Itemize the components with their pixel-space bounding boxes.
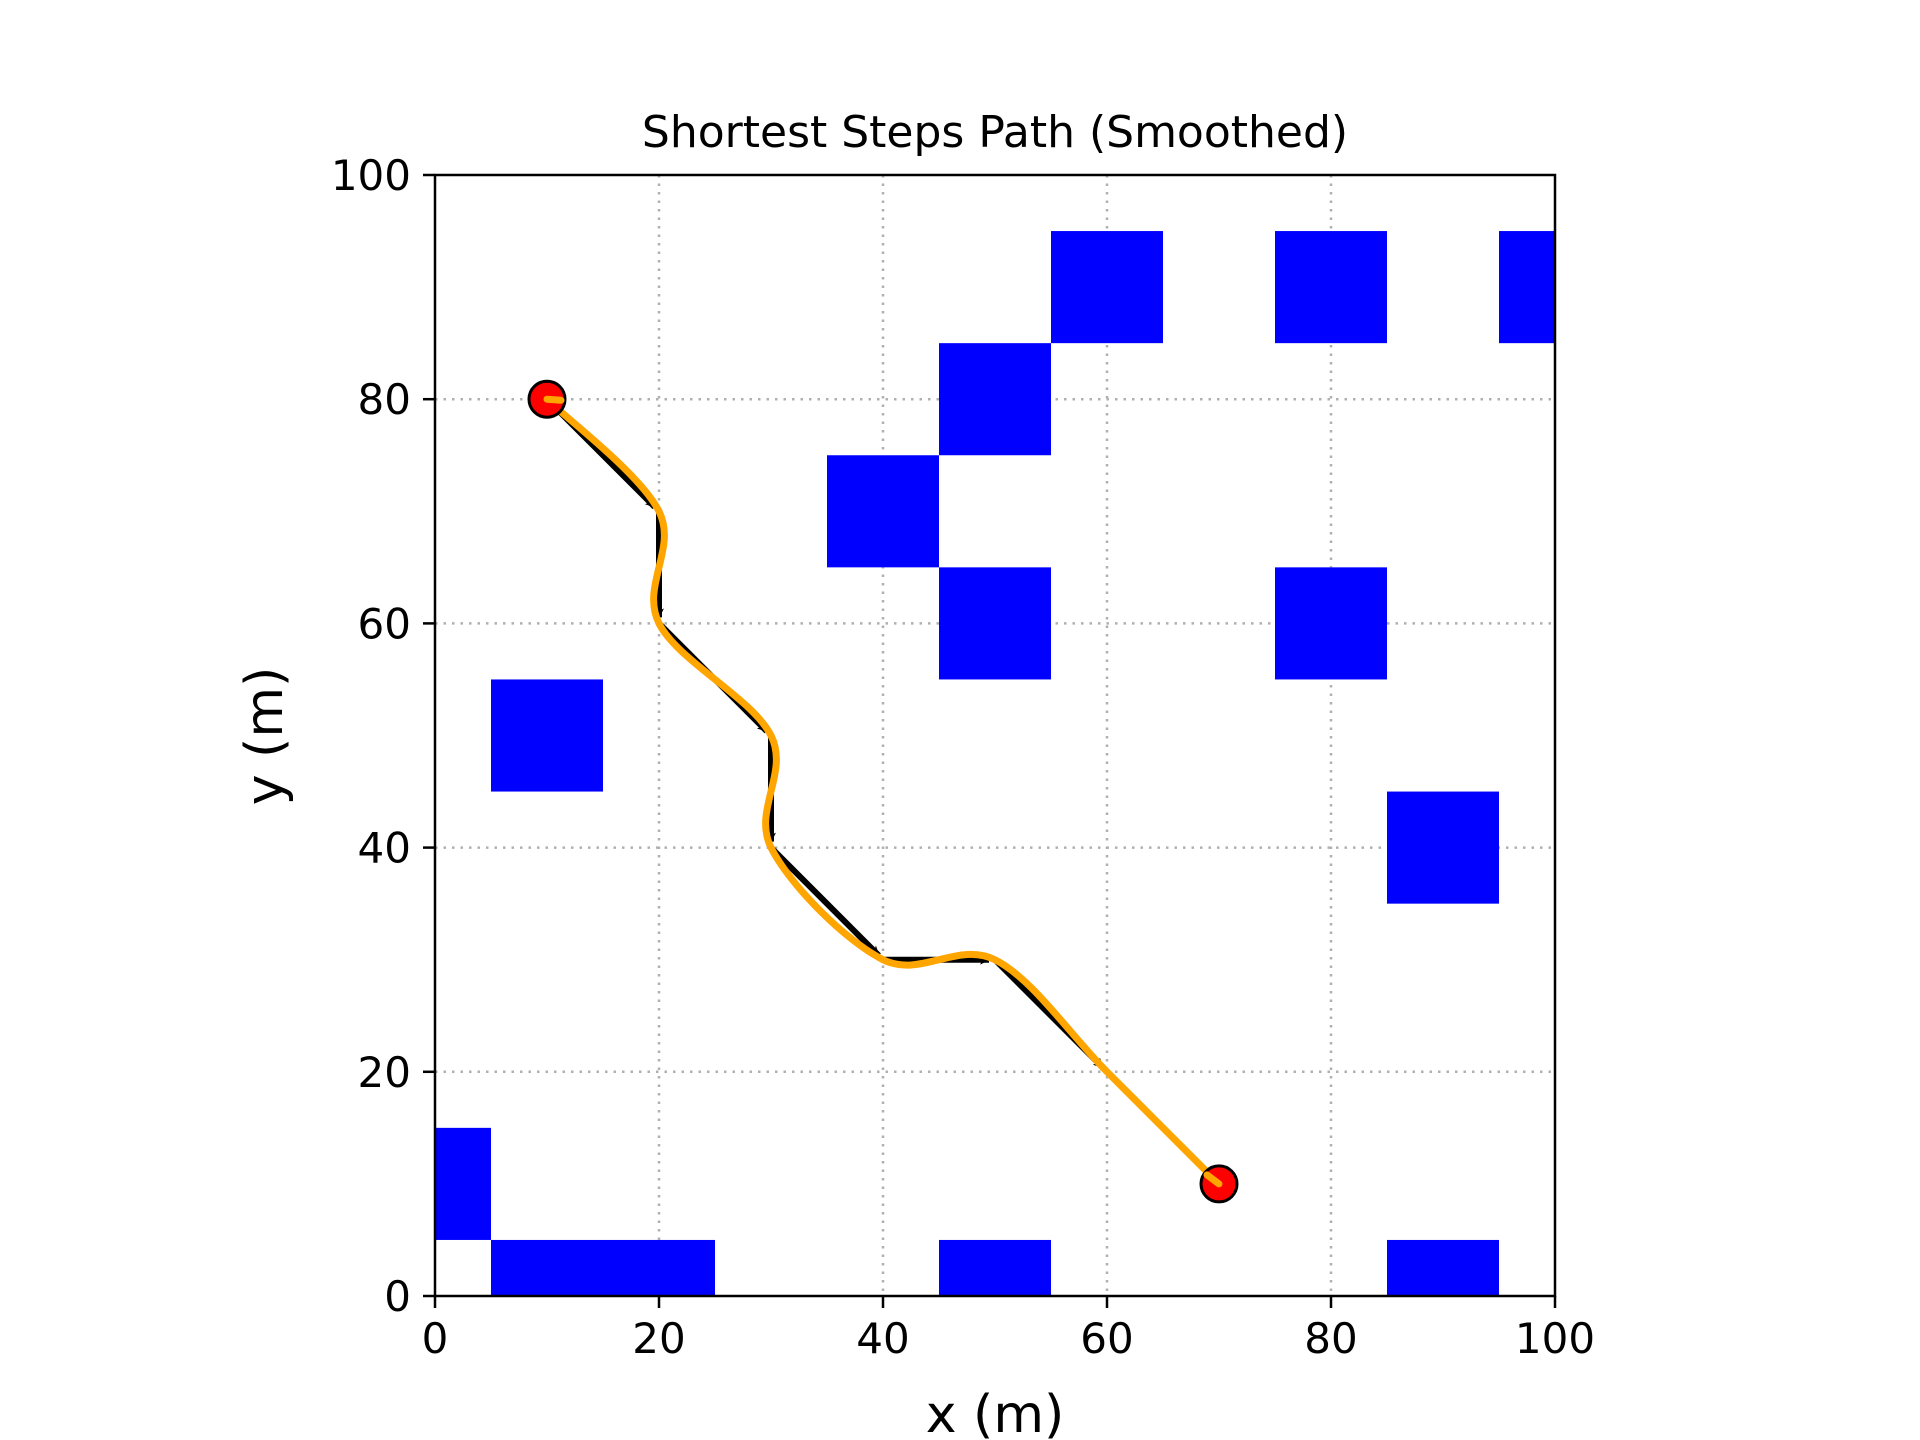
obstacle-cell — [1275, 567, 1387, 680]
y-tick-label: 0 — [384, 1272, 411, 1321]
endpoints — [527, 379, 1239, 1204]
x-tick-label: 80 — [1304, 1314, 1357, 1363]
obstacle-cell — [939, 567, 1051, 680]
obstacle-cell — [1499, 231, 1555, 344]
smoothed-path-start-tip — [543, 395, 565, 404]
obstacle-cell — [491, 1239, 603, 1296]
x-tick-label: 60 — [1080, 1314, 1133, 1363]
obstacle-cell — [939, 343, 1051, 456]
smoothed-path-line — [543, 395, 1223, 1188]
smoothed-path-end-tip — [1203, 1171, 1223, 1188]
obstacle-cell — [603, 1239, 715, 1296]
obstacle-cell — [1387, 1239, 1499, 1296]
y-tick-label: 20 — [358, 1048, 411, 1097]
axis-ticks: 0 20 40 60 80 100 0 20 40 60 80 100 — [331, 151, 1595, 1363]
x-tick-label: 0 — [422, 1314, 449, 1363]
y-axis-label: y (m) — [235, 667, 295, 806]
y-tick-label: 40 — [358, 824, 411, 873]
plot-frame — [433, 173, 1557, 1298]
y-tick-label: 100 — [331, 151, 411, 200]
obstacle-cell — [491, 679, 603, 792]
x-tick-label: 20 — [632, 1314, 685, 1363]
x-tick-label: 40 — [856, 1314, 909, 1363]
path-step-arrow — [768, 845, 881, 958]
obstacle-cell — [1387, 791, 1499, 904]
chart-title: Shortest Steps Path (Smoothed) — [642, 107, 1348, 158]
y-tick-label: 80 — [358, 375, 411, 424]
obstacle-cell — [435, 1127, 491, 1240]
obstacle-cell — [1275, 231, 1387, 344]
y-tick-label: 60 — [358, 599, 411, 648]
obstacles — [435, 231, 1555, 1296]
obstacle-cell — [1051, 231, 1163, 344]
x-axis-label: x (m) — [926, 1385, 1065, 1440]
x-tick-label: 100 — [1515, 1314, 1595, 1363]
obstacle-cell — [939, 1239, 1051, 1296]
obstacle-cell — [827, 455, 939, 568]
